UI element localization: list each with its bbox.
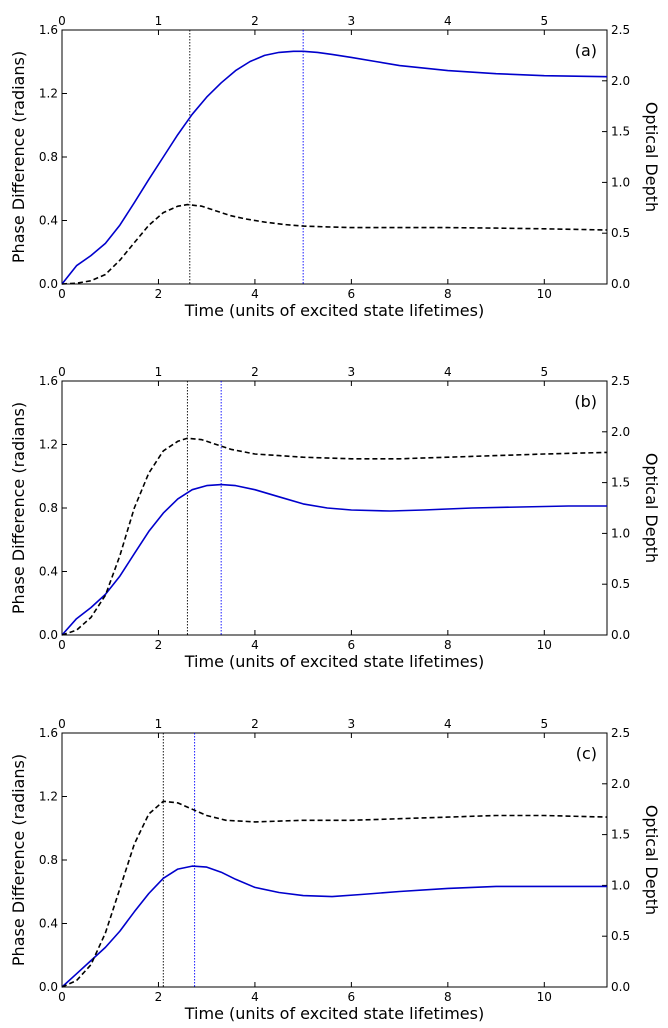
top-x-tick-label: 1 xyxy=(155,365,163,379)
x-tick-label: 6 xyxy=(348,287,356,301)
y-tick-label: 0.8 xyxy=(39,501,58,515)
top-x-tick-label: 4 xyxy=(444,717,452,731)
x-axis-label: Time (units of excited state lifetimes) xyxy=(184,1004,484,1023)
y-tick-label: 0.8 xyxy=(39,150,58,164)
x-tick-label: 10 xyxy=(537,990,552,1004)
y-tick-label: 0.4 xyxy=(39,214,58,228)
y-right-tick-label: 1.0 xyxy=(611,526,630,540)
panel-label: (b) xyxy=(574,392,597,411)
x-tick-label: 4 xyxy=(251,638,259,652)
plot-frame xyxy=(61,29,608,285)
y-right-tick-label: 1.0 xyxy=(611,175,630,189)
y-axis-label-left: Phase Difference (radians) xyxy=(9,402,28,614)
top-x-tick-label: 5 xyxy=(540,717,548,731)
series-line-dashed xyxy=(61,437,608,636)
top-x-tick-label: 0 xyxy=(58,717,66,731)
y-right-tick-label: 2.0 xyxy=(611,777,630,791)
x-tick-label: 6 xyxy=(348,990,356,1004)
y-right-tick-label: 0.0 xyxy=(611,277,630,291)
top-x-tick-label: 1 xyxy=(155,14,163,28)
y-right-tick-label: 2.5 xyxy=(611,726,630,740)
y-tick-label: 1.2 xyxy=(39,87,58,101)
top-x-tick-label: 4 xyxy=(444,365,452,379)
x-tick-label: 4 xyxy=(251,287,259,301)
y-tick-label: 0.4 xyxy=(39,917,58,931)
top-x-tick-label: 1 xyxy=(155,717,163,731)
x-tick-label: 8 xyxy=(444,638,452,652)
top-x-tick-label: 0 xyxy=(58,14,66,28)
y-right-tick-label: 2.5 xyxy=(611,23,630,37)
y-right-tick-label: 2.0 xyxy=(611,425,630,439)
x-tick-label: 4 xyxy=(251,990,259,1004)
y-right-tick-label: 1.5 xyxy=(611,125,630,139)
y-right-tick-label: 1.5 xyxy=(611,828,630,842)
panel-label: (c) xyxy=(576,744,597,763)
x-tick-label: 10 xyxy=(537,638,552,652)
y-axis-label-right: Optical Depth xyxy=(642,805,661,915)
y-tick-label: 0.0 xyxy=(39,628,58,642)
top-x-tick-label: 5 xyxy=(540,365,548,379)
y-right-tick-label: 1.0 xyxy=(611,878,630,892)
y-right-tick-label: 0.5 xyxy=(611,929,630,943)
y-tick-label: 1.2 xyxy=(39,790,58,804)
x-tick-label: 0 xyxy=(58,638,66,652)
top-x-tick-label: 5 xyxy=(540,14,548,28)
x-tick-label: 6 xyxy=(348,638,356,652)
y-right-tick-label: 0.0 xyxy=(611,628,630,642)
x-tick-label: 0 xyxy=(58,990,66,1004)
y-right-tick-label: 0.5 xyxy=(611,226,630,240)
y-tick-label: 1.6 xyxy=(39,374,58,388)
plot-frame xyxy=(61,732,608,988)
y-right-tick-label: 1.5 xyxy=(611,476,630,490)
top-x-tick-label: 3 xyxy=(348,717,356,731)
y-axis-label-right: Optical Depth xyxy=(642,453,661,563)
y-tick-label: 0.0 xyxy=(39,277,58,291)
top-x-tick-label: 2 xyxy=(251,14,259,28)
y-tick-label: 1.6 xyxy=(39,23,58,37)
series-line-solid xyxy=(61,865,607,988)
top-x-tick-label: 2 xyxy=(251,365,259,379)
y-right-tick-label: 0.5 xyxy=(611,577,630,591)
y-axis-label-right: Optical Depth xyxy=(642,102,661,212)
y-right-tick-label: 2.5 xyxy=(611,374,630,388)
top-x-tick-label: 0 xyxy=(58,365,66,379)
series-line-dashed xyxy=(61,800,608,988)
y-tick-label: 1.2 xyxy=(39,438,58,452)
y-right-tick-label: 0.0 xyxy=(611,980,630,994)
top-x-tick-label: 4 xyxy=(444,14,452,28)
y-right-tick-label: 2.0 xyxy=(611,74,630,88)
panel-label: (a) xyxy=(575,41,597,60)
x-tick-label: 2 xyxy=(155,287,163,301)
y-tick-label: 0.8 xyxy=(39,853,58,867)
y-tick-label: 0.0 xyxy=(39,980,58,994)
x-tick-label: 0 xyxy=(58,287,66,301)
y-tick-label: 0.4 xyxy=(39,565,58,579)
y-axis-label-left: Phase Difference (radians) xyxy=(9,754,28,966)
series-line-dashed xyxy=(61,203,608,285)
top-x-tick-label: 2 xyxy=(251,717,259,731)
y-axis-label-left: Phase Difference (radians) xyxy=(9,51,28,263)
x-tick-label: 2 xyxy=(155,990,163,1004)
series-line-solid xyxy=(61,483,607,636)
x-tick-label: 8 xyxy=(444,287,452,301)
x-axis-label: Time (units of excited state lifetimes) xyxy=(184,652,484,671)
top-x-tick-label: 3 xyxy=(348,365,356,379)
series-line-solid xyxy=(61,50,608,285)
x-tick-label: 2 xyxy=(155,638,163,652)
top-x-tick-label: 3 xyxy=(348,14,356,28)
y-tick-label: 1.6 xyxy=(39,726,58,740)
x-axis-label: Time (units of excited state lifetimes) xyxy=(184,301,484,320)
x-tick-label: 10 xyxy=(537,287,552,301)
x-tick-label: 8 xyxy=(444,990,452,1004)
